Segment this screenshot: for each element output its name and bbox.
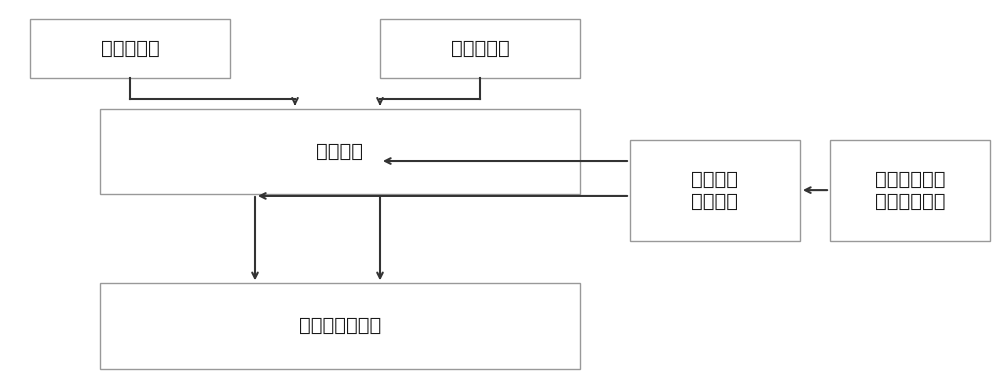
FancyBboxPatch shape — [30, 19, 230, 78]
Text: 厂站终端: 厂站终端 — [316, 142, 363, 161]
Text: 厂站终端上行
通信排查装置: 厂站终端上行 通信排查装置 — [875, 170, 945, 211]
Text: 厂站电能表: 厂站电能表 — [451, 39, 509, 58]
Text: 厂站电能表: 厂站电能表 — [101, 39, 159, 58]
FancyBboxPatch shape — [380, 19, 580, 78]
FancyBboxPatch shape — [630, 140, 800, 241]
FancyBboxPatch shape — [100, 109, 580, 194]
FancyBboxPatch shape — [100, 283, 580, 369]
Text: 综合通信
测试模块: 综合通信 测试模块 — [692, 170, 738, 211]
FancyBboxPatch shape — [830, 140, 990, 241]
Text: 计量自动化主站: 计量自动化主站 — [299, 317, 381, 335]
